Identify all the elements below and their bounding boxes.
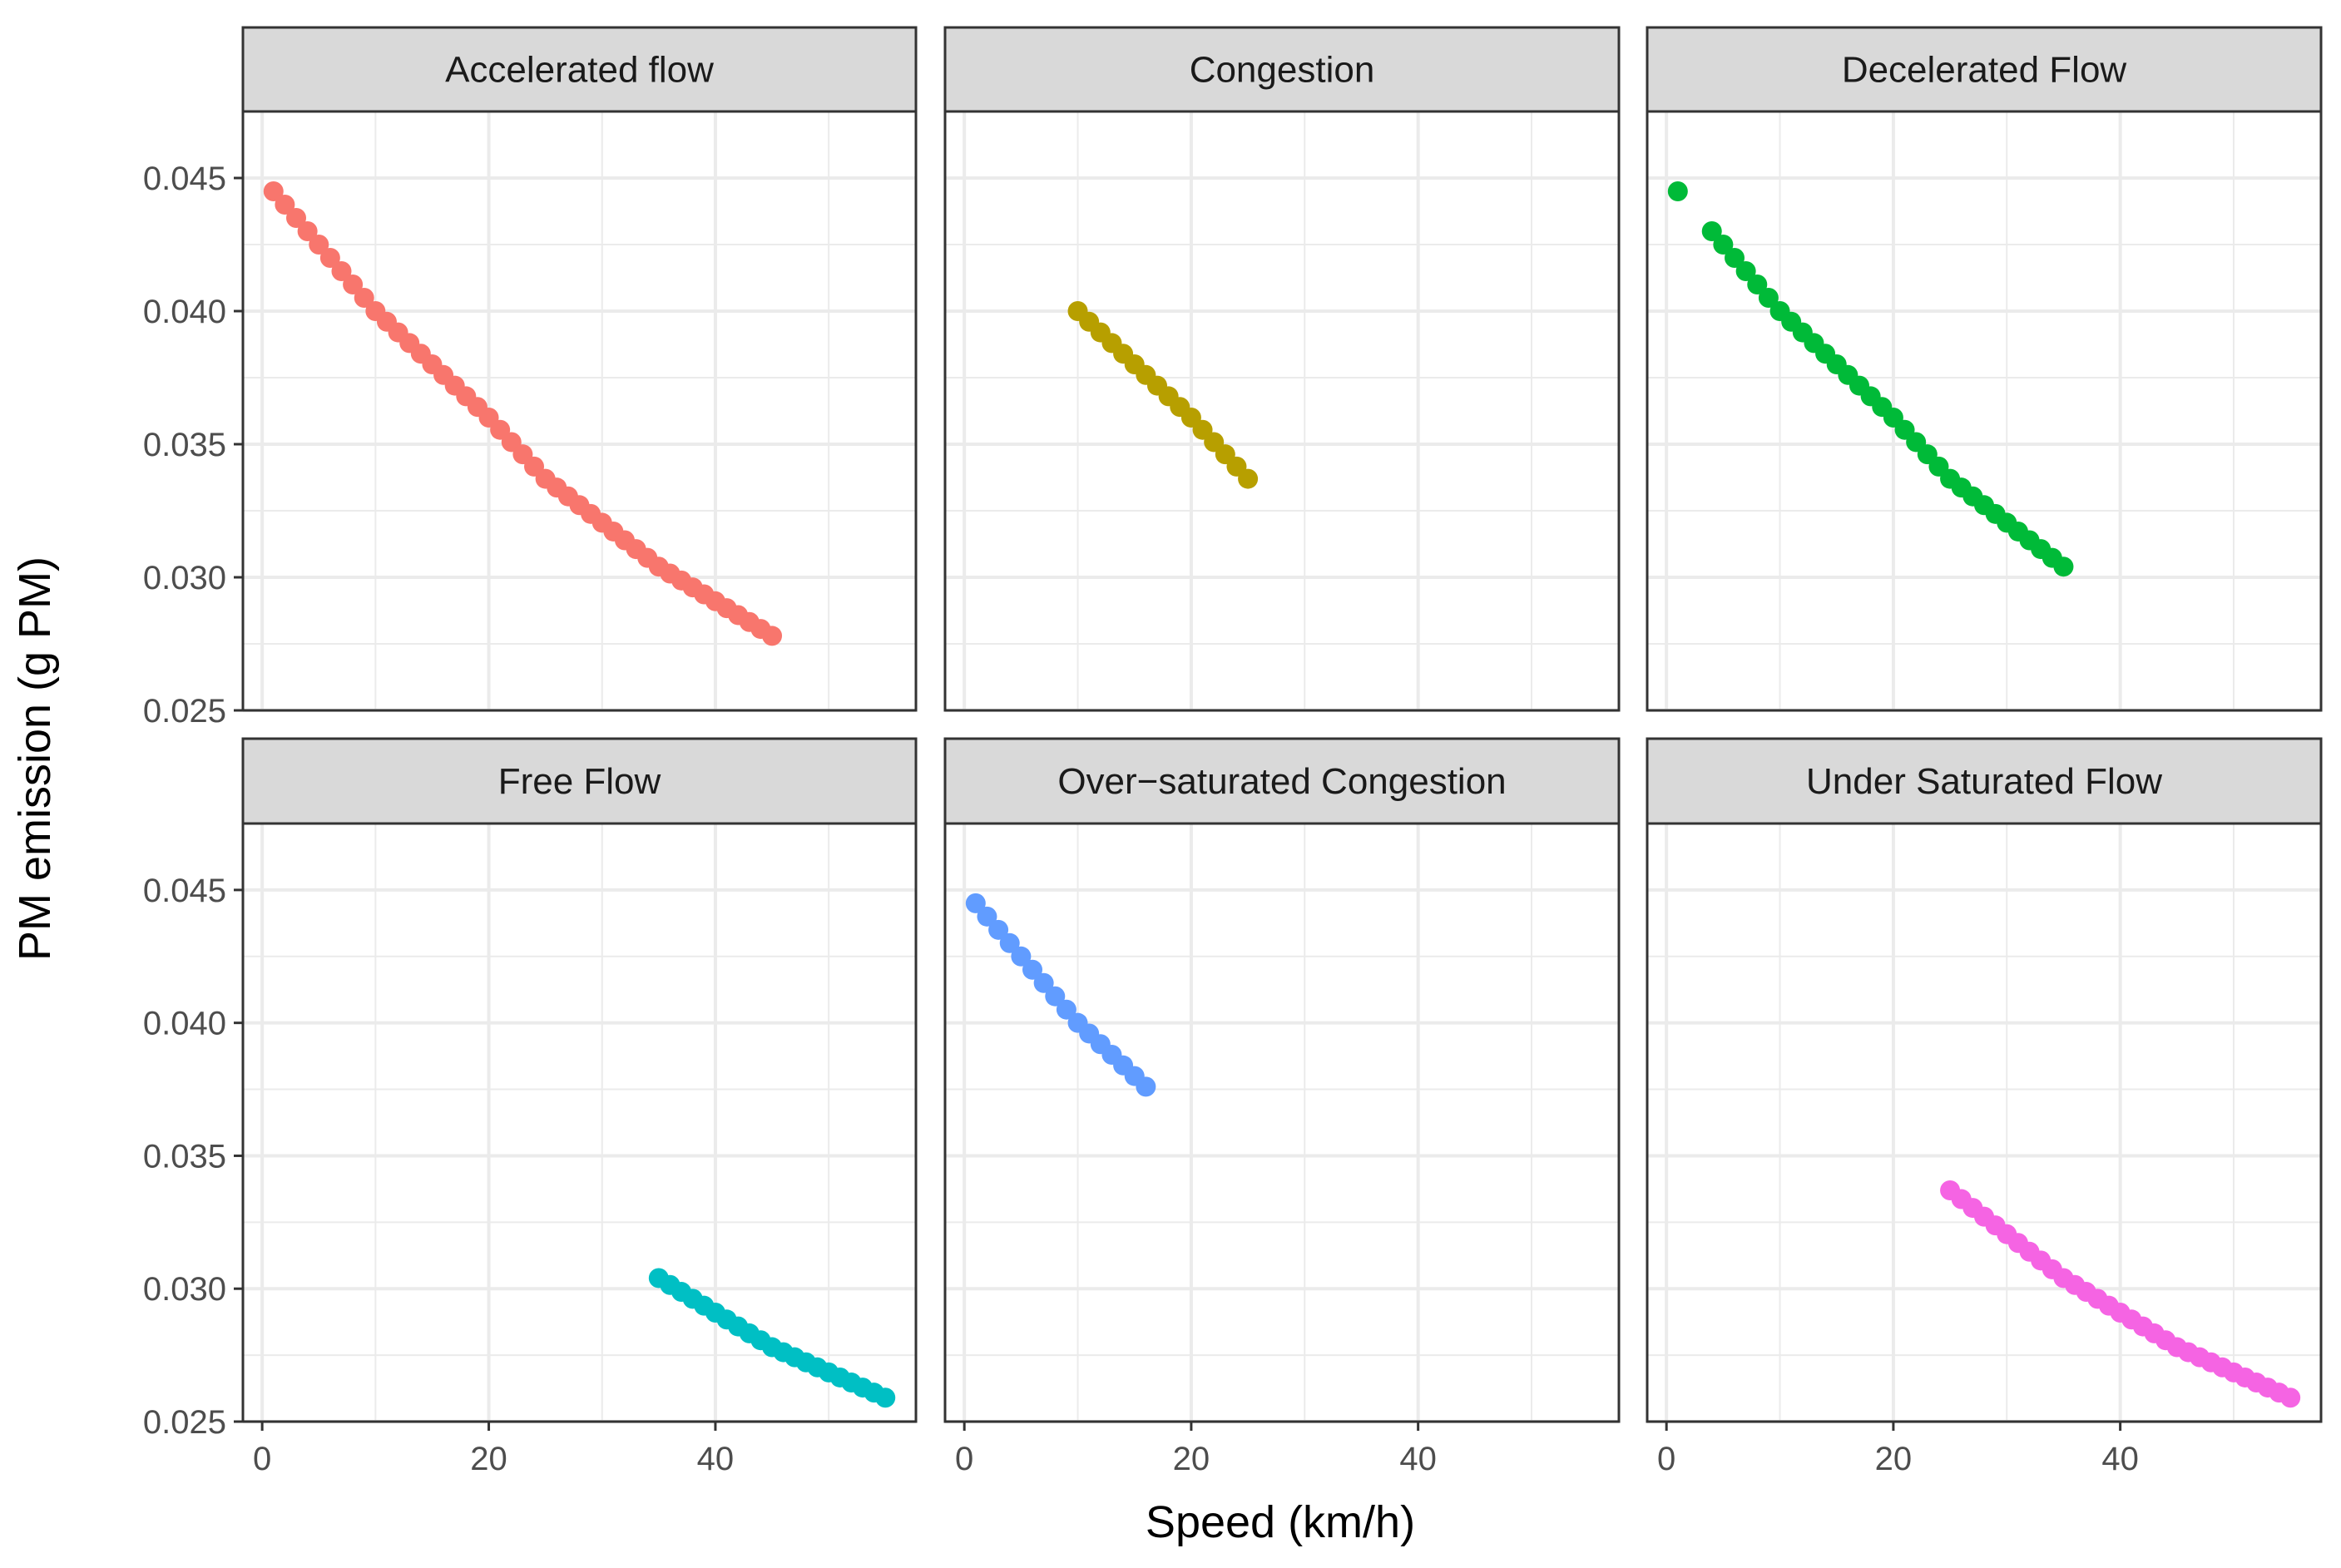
data-point [1238, 468, 1259, 489]
data-point [1011, 946, 1032, 967]
x-tick-label: 40 [1399, 1441, 1437, 1477]
x-tick-label: 0 [1657, 1441, 1675, 1477]
y-tick-label: 0.035 [143, 1138, 226, 1175]
data-point [286, 208, 307, 228]
x-tick-label: 20 [470, 1441, 507, 1477]
y-tick-label: 0.025 [143, 1404, 226, 1441]
data-point [1667, 181, 1688, 201]
panel-background [243, 824, 916, 1422]
data-point [2280, 1387, 2301, 1408]
data-series [1667, 181, 2074, 577]
y-tick-label: 0.035 [143, 427, 226, 463]
facet-panel: Accelerated flow [241, 26, 918, 712]
facet-title: Congestion [1190, 50, 1375, 91]
y-tick-label: 0.040 [143, 294, 226, 330]
data-point [1758, 288, 1779, 308]
y-tick-label: 0.025 [143, 693, 226, 730]
data-point [331, 261, 352, 281]
y-tick-label: 0.045 [143, 873, 226, 909]
x-tick-label: 20 [1875, 1441, 1913, 1477]
x-tick-label: 0 [253, 1441, 271, 1477]
panel-background [1647, 111, 2321, 710]
data-point [297, 221, 318, 241]
panel-border [241, 110, 918, 712]
data-series [1940, 1180, 2301, 1408]
data-point [1033, 972, 1054, 993]
y-tick-label: 0.030 [143, 560, 226, 596]
facet-panel: Decelerated Flow [1646, 26, 2323, 712]
facet-panel: Congestion [943, 26, 1621, 712]
data-point [965, 893, 986, 913]
facet-panels: Accelerated flow Congestion Decelerated Fl… [241, 26, 2323, 1423]
facet-strip [241, 737, 918, 825]
x-axis-title: Speed (km/h) [1146, 1497, 1415, 1547]
data-point [762, 626, 783, 646]
x-tick-label: 20 [1173, 1441, 1210, 1477]
data-series [965, 893, 1156, 1097]
facet-strip [943, 26, 1621, 113]
facet-strip [1646, 737, 2323, 825]
y-axis-title: PM emission (g PM) [10, 556, 60, 961]
data-point [263, 181, 284, 201]
panel-border [1646, 110, 2323, 712]
x-tick-label: 40 [2101, 1441, 2139, 1477]
panel-border [1646, 822, 2323, 1423]
data-point [1136, 1076, 1156, 1097]
panel-background [1647, 824, 2321, 1422]
data-point [875, 1387, 896, 1408]
data-point [354, 288, 374, 308]
x-tick-label: 0 [955, 1441, 973, 1477]
panel-background [945, 824, 1619, 1422]
data-point [999, 932, 1020, 953]
panel-background [243, 111, 916, 710]
data-point [1701, 221, 1722, 241]
y-tick-label: 0.030 [143, 1271, 226, 1308]
data-point [319, 248, 340, 268]
data-point [1045, 986, 1066, 1007]
data-series [263, 181, 783, 646]
facet-strip [241, 26, 918, 113]
facet-panel: Free Flow [241, 737, 918, 1423]
facet-title: Accelerated flow [445, 50, 714, 91]
panel-border [943, 822, 1621, 1423]
data-point [343, 275, 364, 294]
data-point [2053, 556, 2074, 577]
facet-title: Decelerated Flow [1842, 50, 2127, 91]
data-point [1056, 999, 1076, 1020]
data-series [648, 1268, 896, 1408]
data-point [1022, 959, 1042, 980]
panel-border [943, 110, 1621, 712]
data-point [1735, 261, 1756, 281]
facet-title: Over−saturated Congestion [1057, 761, 1506, 802]
x-tick-label: 40 [697, 1441, 735, 1477]
axes: 0.025 0.030 0.035 0.040 0.045 0.025 0.030 0.035… [143, 161, 2139, 1477]
y-tick-label: 0.045 [143, 161, 226, 197]
data-series [1067, 301, 1259, 489]
data-point [309, 235, 329, 255]
y-tick-label: 0.040 [143, 1006, 226, 1042]
facet-strip [1646, 26, 2323, 113]
data-point [1713, 235, 1734, 255]
facet-title: Free Flow [498, 761, 661, 802]
data-point [1747, 275, 1768, 294]
data-point [988, 919, 1009, 940]
facet-title: Under Saturated Flow [1806, 761, 2162, 802]
facet-panel: Under Saturated Flow [1646, 737, 2323, 1423]
data-point [1725, 248, 1745, 268]
facet-panel: Over−saturated Congestion [943, 737, 1621, 1423]
panel-background [945, 111, 1619, 710]
facet-strip [943, 737, 1621, 825]
panel-border [241, 822, 918, 1423]
data-point [275, 195, 295, 215]
data-point [977, 906, 997, 927]
